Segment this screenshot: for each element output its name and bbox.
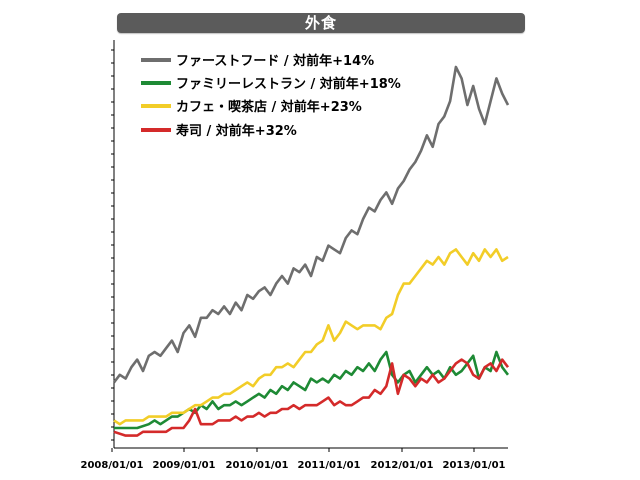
x-tick-label: 2011/01/01 bbox=[298, 460, 361, 471]
x-tick-label: 2009/01/01 bbox=[153, 460, 216, 471]
legend-label-0: ファーストフード / 対前年+14% bbox=[176, 53, 374, 69]
chart-title: 外食 bbox=[117, 13, 525, 33]
series-line-1 bbox=[114, 350, 510, 430]
series-line-2 bbox=[113, 248, 509, 426]
x-tick-label: 2012/01/01 bbox=[371, 460, 434, 471]
x-tick-label: 2010/01/01 bbox=[226, 460, 289, 471]
series-line-3 bbox=[113, 358, 510, 437]
x-tick-label: 2013/01/01 bbox=[443, 460, 506, 471]
legend-label-1: ファミリーレストラン / 対前年+18% bbox=[176, 76, 401, 92]
legend-label-2: カフェ・喫茶店 / 対前年+23% bbox=[176, 99, 362, 115]
series-line-0 bbox=[112, 65, 510, 384]
legend-label-3: 寿司 / 対前年+32% bbox=[176, 123, 297, 139]
x-tick-label: 2008/01/01 bbox=[81, 460, 144, 471]
